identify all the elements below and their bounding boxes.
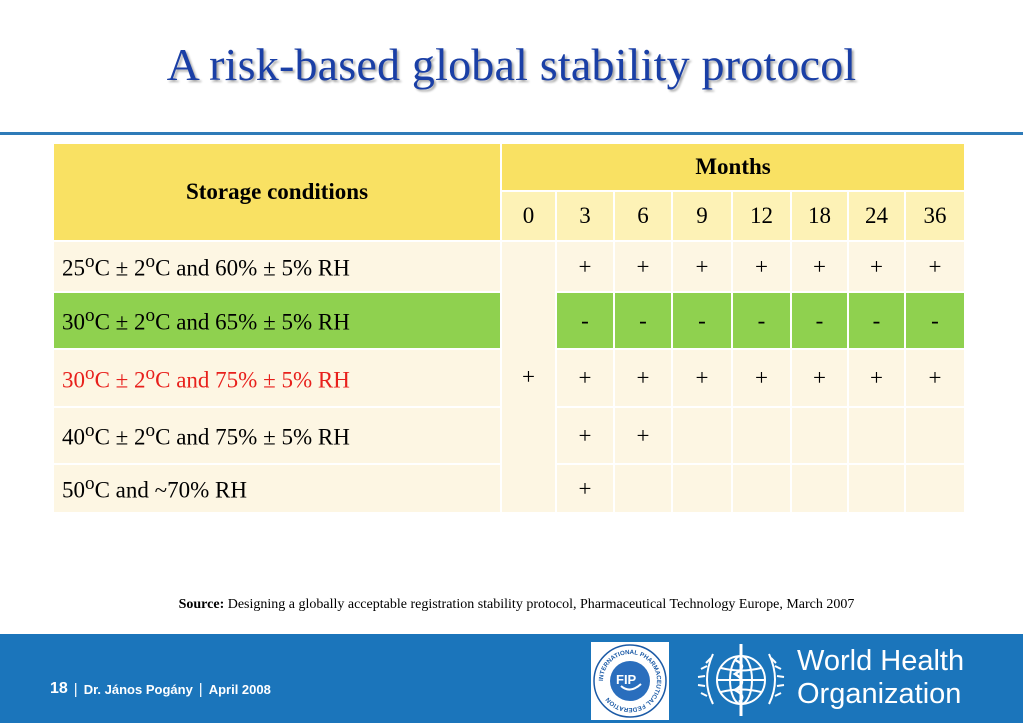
table-cell (847, 406, 906, 465)
table-cell (847, 463, 906, 514)
table-cell: + (613, 406, 673, 465)
fip-abbr: FIP (616, 672, 637, 687)
who-emblem-icon (697, 644, 785, 716)
month-cell: 0 (500, 190, 557, 242)
table-row: 25oC ± 2oC and 60% ± 5% RH + + + + + + +… (52, 240, 967, 514)
slide-title: A risk-based global stability protocol (166, 39, 857, 90)
source-citation: Source: Designing a globally acceptable … (0, 597, 1023, 613)
table-row: 30oC ± 2oC and 75% ± 5% RH + + + + + + + (52, 348, 967, 408)
table-cell (731, 463, 792, 514)
table-cell: + (731, 348, 792, 408)
table-cell (790, 463, 849, 514)
table-row: 30oC ± 2oC and 65% ± 5% RH - - - - - - - (52, 291, 967, 350)
who-line-1: World Health (797, 645, 965, 677)
table-cell: - (903, 291, 967, 350)
footer-info: 18 | Dr. János Pogány | April 2008 (50, 680, 271, 698)
table-cell: + (555, 240, 615, 293)
table-cell: + (555, 463, 615, 514)
months-header: Months (499, 142, 967, 192)
month-cell: 3 (555, 190, 615, 242)
table-cell: + (731, 240, 792, 293)
table-cell: + (903, 240, 967, 293)
table-cell (671, 406, 733, 465)
footer-separator: | (198, 680, 203, 698)
table-cell: + (555, 406, 615, 465)
page-number: 18 (50, 680, 68, 697)
table-cell: + (613, 240, 673, 293)
table-cell: - (613, 291, 673, 350)
table-cell: - (790, 291, 849, 350)
table-cell: - (731, 291, 792, 350)
table-cell: - (847, 291, 906, 350)
table-cell: - (555, 291, 615, 350)
footer-author: Dr. János Pogány (83, 681, 193, 697)
who-line-2: Organization (797, 678, 962, 710)
who-wordmark: World Health Organization (797, 645, 964, 711)
table-cell: + (555, 348, 615, 408)
table-cell: - (671, 291, 733, 350)
source-label: Source: (178, 597, 225, 612)
title-divider (0, 132, 1023, 135)
table-cell (671, 463, 733, 514)
condition-label: 40oC ± 2oC and 75% ± 5% RH (52, 406, 502, 465)
month-cell: 24 (847, 190, 906, 242)
table-cell: + (790, 240, 849, 293)
condition-label: 25oC ± 2oC and 60% ± 5% RH (52, 240, 502, 293)
month-cell: 6 (613, 190, 673, 242)
table-cell: + (613, 348, 673, 408)
table-cell (790, 406, 849, 465)
table-cell (903, 463, 967, 514)
condition-label: 30oC ± 2oC and 65% ± 5% RH (52, 291, 502, 350)
month-cell: 12 (731, 190, 792, 242)
table-cell: + (790, 348, 849, 408)
month-cell: 9 (671, 190, 733, 242)
table-cell (903, 406, 967, 465)
footer-separator: | (73, 680, 78, 698)
stability-table: Storage conditions Months 0 3 6 9 12 18 … (52, 142, 967, 514)
month-cell: 36 (903, 190, 967, 242)
month-zero-cell: + (500, 240, 557, 514)
source-text: Designing a globally acceptable registra… (227, 597, 855, 612)
table-cell: + (847, 240, 906, 293)
table-row: 50oC and ~70% RH + (52, 463, 967, 514)
table-cell (613, 463, 673, 514)
table-cell: + (671, 240, 733, 293)
months-row: 0 3 6 9 12 18 24 36 (53, 190, 967, 242)
table-cell: + (903, 348, 967, 408)
storage-conditions-header: Storage conditions (52, 142, 502, 242)
condition-label-highlighted: 30oC ± 2oC and 75% ± 5% RH (52, 348, 502, 408)
table-cell (731, 406, 792, 465)
footer-bar (0, 634, 1023, 723)
fip-logo: INTERNATIONAL PHARMACEUTICAL FEDERATION … (591, 642, 669, 720)
month-cell: 18 (790, 190, 849, 242)
table-cell: + (671, 348, 733, 408)
condition-label: 50oC and ~70% RH (52, 463, 502, 514)
table-cell: + (847, 348, 906, 408)
table-row: 40oC ± 2oC and 75% ± 5% RH + + (52, 406, 967, 465)
footer-date: April 2008 (208, 681, 271, 697)
